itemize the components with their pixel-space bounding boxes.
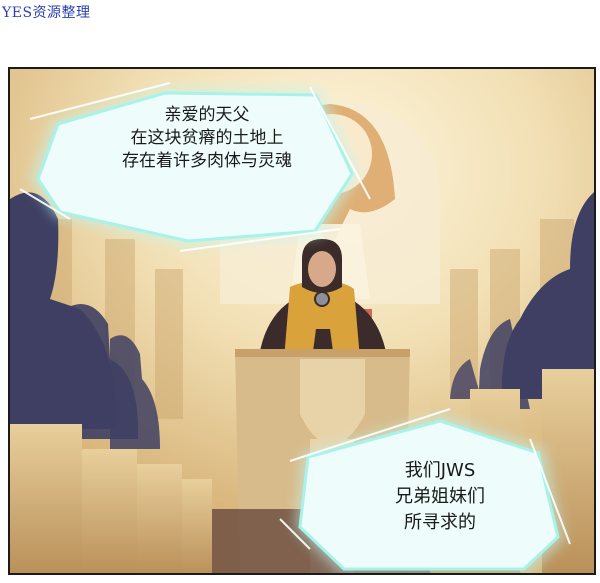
speech-line: 我们JWS <box>404 460 476 481</box>
watermark-text: YES资源整理 <box>2 5 91 21</box>
speech-line: 亲爱的天父 <box>164 105 250 125</box>
speech-bubble-1-text: 亲爱的天父 在这块贫瘠的土地上 存在着许多肉体与灵魂 <box>62 104 352 173</box>
speech-bubble-2 <box>279 408 571 573</box>
speech-bubble-1 <box>19 82 371 252</box>
speech-line: 存在着许多肉体与灵魂 <box>122 151 292 172</box>
speech-line: 在这块贫瘠的土地上 <box>130 128 284 149</box>
comic-panel <box>8 67 596 575</box>
pews-left <box>10 424 212 573</box>
speech-line: 兄弟姐妹们 <box>395 486 485 508</box>
speech-line: 所寻求的 <box>404 512 476 534</box>
speech-bubble-2-text: 我们JWS 兄弟姐妹们 所寻求的 <box>330 458 550 536</box>
church-scene <box>10 69 594 573</box>
